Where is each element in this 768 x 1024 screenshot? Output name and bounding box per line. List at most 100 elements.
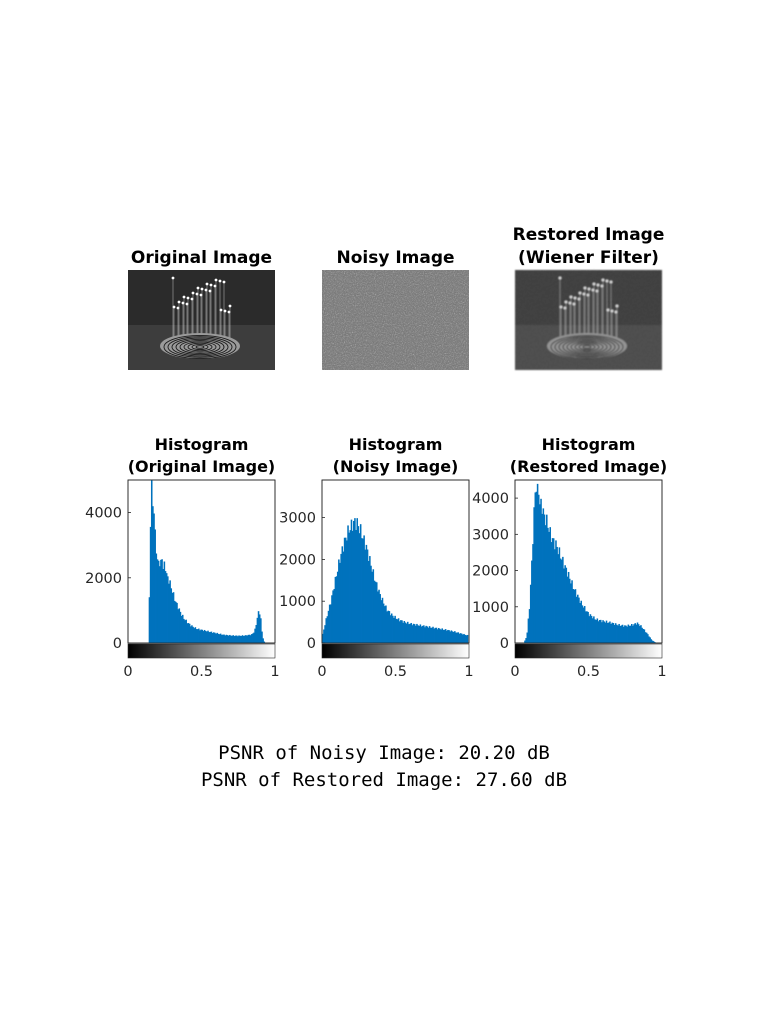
histogram-bar <box>547 527 549 643</box>
histogram-bar <box>150 480 153 643</box>
histogram-bar <box>173 600 176 643</box>
histogram-bar <box>636 622 639 643</box>
histogram-bar <box>378 589 380 643</box>
histogram-bar <box>167 576 169 643</box>
histogram-bar <box>588 616 591 643</box>
y-tick-label: 0 <box>500 636 509 652</box>
histogram-bar <box>333 588 336 643</box>
histogram-bar <box>433 628 435 643</box>
histogram-bar <box>464 634 466 643</box>
histogram-bar <box>253 632 255 643</box>
histogram-bar <box>343 537 346 643</box>
histogram-bar <box>394 615 396 643</box>
histogram-bar <box>386 611 388 643</box>
histogram-bar <box>644 632 647 643</box>
histogram-bar <box>161 559 163 643</box>
histogram-bar <box>194 627 197 643</box>
histogram-bar <box>340 553 342 643</box>
histogram-bar <box>639 626 641 643</box>
histogram-bar <box>331 595 333 643</box>
histogram-bar <box>640 625 642 643</box>
histogram-bar <box>577 594 579 643</box>
histogram-bar <box>219 633 222 643</box>
histogram-bar <box>566 576 569 643</box>
histogram-bar <box>557 554 560 643</box>
histogram-bar <box>534 492 537 643</box>
histogram-bar <box>183 618 185 643</box>
histogram-bar <box>385 605 387 643</box>
histogram-bar <box>597 621 600 643</box>
histogram-bar <box>574 589 577 643</box>
histogram-title-line: (Original Image) <box>128 457 276 476</box>
histogram-bar <box>632 625 634 643</box>
histogram-bar <box>223 634 225 643</box>
histogram-bar <box>256 617 259 643</box>
x-tick-label: 1 <box>270 664 279 680</box>
histogram-bar <box>155 553 158 643</box>
histogram-bar <box>580 600 583 643</box>
histogram-bar <box>354 518 356 643</box>
histogram-bar <box>564 565 566 643</box>
histogram-bar <box>322 633 324 643</box>
histogram-bar <box>648 636 650 643</box>
histogram-bar <box>440 629 442 643</box>
histogram-bar <box>229 634 231 643</box>
histogram-bar <box>550 542 553 643</box>
histogram-bar <box>365 544 368 643</box>
histogram-bar <box>225 634 228 643</box>
histogram-bar <box>239 635 241 643</box>
histogram-bar <box>165 573 168 643</box>
histogram-bar <box>590 615 593 643</box>
histogram-bar <box>428 626 431 643</box>
histogram-bar <box>417 625 419 643</box>
histogram-bar <box>398 621 401 643</box>
histogram-bar <box>202 631 205 643</box>
histogram-bar <box>224 635 227 643</box>
histogram-bar <box>181 614 184 643</box>
histogram-bar <box>198 628 200 643</box>
histogram-bar <box>162 568 165 643</box>
histogram-bar <box>392 615 394 643</box>
histogram-bar <box>621 624 624 643</box>
histogram-bar <box>637 624 640 643</box>
histogram-bar <box>415 625 417 643</box>
histogram-bar <box>353 520 355 643</box>
histogram-bar <box>539 504 541 643</box>
histogram-bar <box>370 565 372 643</box>
histogram-bar <box>421 625 424 643</box>
histogram-bar <box>619 625 622 643</box>
histogram-bar <box>652 641 655 643</box>
histogram-bar <box>568 578 571 643</box>
histogram-bar <box>413 624 416 643</box>
histogram-bar <box>160 559 162 643</box>
histogram-bar <box>346 540 348 643</box>
histogram-bar <box>231 635 233 643</box>
histogram-bar <box>554 549 556 643</box>
histogram-bar <box>411 625 414 643</box>
histogram-bar <box>649 637 651 643</box>
histogram-bar <box>434 627 437 643</box>
histogram-bar <box>560 559 563 643</box>
noisy-image-panel: Noisy Image <box>322 248 469 370</box>
histogram-bar <box>611 622 614 643</box>
histogram-bar <box>536 483 539 643</box>
histogram-title-line: (Noisy Image) <box>333 457 459 476</box>
histogram-bar <box>541 513 543 643</box>
x-tick-label: 0 <box>317 664 326 680</box>
histogram-bar <box>375 582 378 643</box>
histogram-bar <box>650 639 653 643</box>
histogram-bar <box>395 618 398 643</box>
histogram-bar <box>250 634 253 643</box>
histogram-bar <box>429 627 432 643</box>
histogram-bar <box>419 624 422 643</box>
histogram-bar <box>373 580 376 643</box>
histogram-bar <box>594 619 596 643</box>
y-tick-label: 3000 <box>279 511 316 527</box>
image-title-line: Noisy Image <box>336 248 454 268</box>
histogram-bar <box>332 590 334 643</box>
histogram-bar <box>558 547 561 643</box>
histogram-bar <box>448 630 450 643</box>
histogram-bar <box>396 619 399 643</box>
histogram-bar <box>462 634 464 643</box>
histogram-bar <box>169 580 171 643</box>
